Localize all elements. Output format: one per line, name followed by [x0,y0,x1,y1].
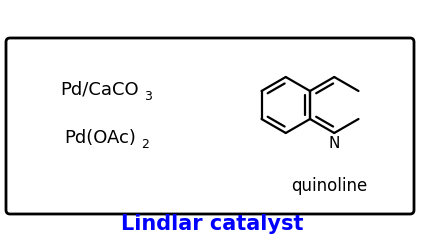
Text: 3: 3 [144,89,152,103]
FancyBboxPatch shape [6,38,414,214]
Text: Pd(OAc): Pd(OAc) [64,129,136,147]
Text: Lindlar catalyst: Lindlar catalyst [121,214,303,234]
Text: N: N [329,136,340,151]
Text: 2: 2 [141,138,149,150]
Text: quinoline: quinoline [291,177,367,195]
Text: Pd/CaCO: Pd/CaCO [61,81,139,99]
